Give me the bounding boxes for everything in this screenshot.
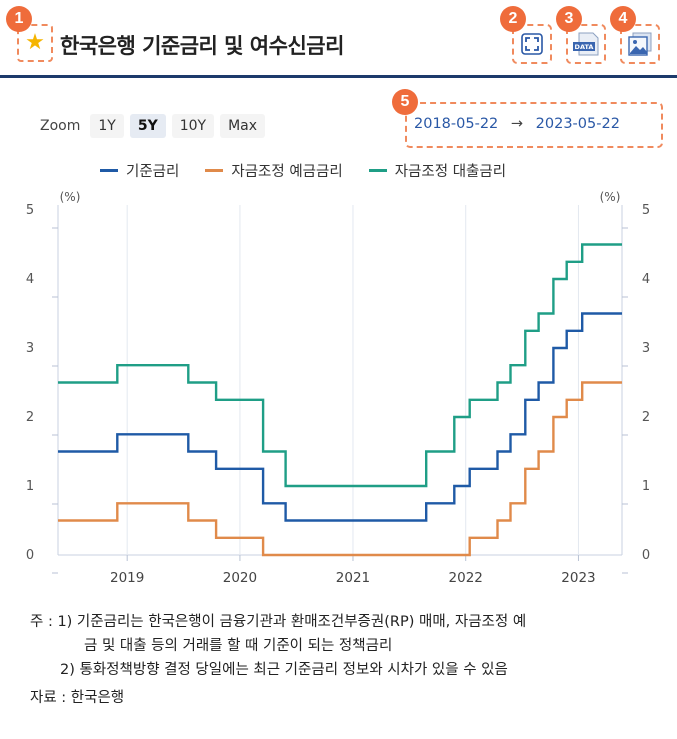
zoom-controls: Zoom 1Y 5Y 10Y Max: [40, 114, 271, 138]
annotation-badge-4: 4: [610, 6, 636, 32]
legend-swatch-loan-rate: [368, 169, 387, 172]
y-tick-label-right: 0: [642, 548, 650, 563]
y-tick-label-left: 4: [26, 272, 34, 287]
y-tick-label-right: 1: [642, 479, 650, 494]
y-tick-label-right: 2: [642, 410, 650, 425]
annotation-badge-2: 2: [500, 6, 526, 32]
chart-header: ★ 1 한국은행 기준금리 및 여수신금리 2 DATA 3 4: [0, 0, 677, 80]
series-line-deposit-rate: [58, 381, 622, 557]
data-download-icon: DATA: [573, 32, 599, 56]
data-download-button[interactable]: DATA: [566, 24, 606, 64]
legend-label-loan-rate: 자금조정 대출금리: [394, 164, 507, 180]
footnotes: 주 : 1) 기준금리는 한국은행이 금융기관과 환매조건부증권(RP) 매매,…: [30, 610, 660, 710]
note-1: 주 : 1) 기준금리는 한국은행이 금융기관과 환매조건부증권(RP) 매매,…: [30, 614, 527, 630]
y-tick-label-left: 3: [26, 341, 34, 356]
series-line-base-rate: [58, 312, 622, 522]
zoom-5y-button[interactable]: 5Y: [129, 114, 166, 138]
series-line-loan-rate: [58, 243, 622, 488]
date-start-input[interactable]: 2018-05-22: [414, 116, 499, 132]
rate-chart: 0 0 1 1 2 2 3 3 4 4 5 5 (%) (%) 2019 2020 2021 2022 2023: [26, 190, 650, 586]
note-1-cont: 금 및 대출 등의 거래를 할 때 기준이 되는 정책금리: [84, 638, 393, 654]
data-icon-label: DATA: [575, 43, 594, 51]
legend-item-loan-rate[interactable]: 자금조정 대출금리: [368, 160, 507, 181]
star-icon: ★: [25, 30, 45, 55]
y-unit-left: (%): [60, 190, 81, 204]
legend-swatch-deposit-rate: [205, 169, 224, 172]
legend-label-deposit-rate: 자금조정 예금금리: [231, 164, 343, 180]
date-end-input[interactable]: 2023-05-22: [535, 116, 620, 132]
x-tick-label: 2020: [223, 570, 257, 586]
zoom-max-button[interactable]: Max: [220, 114, 266, 138]
image-download-icon: [628, 32, 652, 56]
y-tick-label-left: 2: [26, 410, 34, 425]
annotation-badge-3: 3: [556, 6, 582, 32]
zoom-1y-button[interactable]: 1Y: [90, 114, 124, 138]
y-tick-label-right: 5: [642, 203, 650, 218]
legend-item-deposit-rate[interactable]: 자금조정 예금금리: [205, 160, 343, 181]
y-tick-label-right: 4: [642, 272, 650, 287]
legend-label-base-rate: 기준금리: [126, 164, 180, 180]
y-unit-right: (%): [600, 190, 621, 204]
legend-item-base-rate[interactable]: 기준금리: [100, 160, 179, 181]
legend-swatch-base-rate: [100, 169, 118, 172]
image-download-button[interactable]: [620, 24, 660, 64]
x-tick-label: 2022: [449, 570, 483, 586]
chart-legend: 기준금리 자금조정 예금금리 자금조정 대출금리: [100, 160, 532, 181]
y-tick-label-left: 5: [26, 203, 34, 218]
x-tick-label: 2023: [561, 570, 595, 586]
y-tick-label-left: 1: [26, 479, 34, 494]
fullscreen-icon: [521, 33, 543, 55]
x-tick-label: 2019: [110, 570, 144, 586]
date-range-box: [405, 102, 663, 148]
zoom-label: Zoom: [40, 118, 81, 134]
header-divider: [0, 75, 677, 78]
y-tick-label-right: 3: [642, 341, 650, 356]
page-title: 한국은행 기준금리 및 여수신금리: [60, 34, 344, 58]
date-arrow: →: [510, 116, 524, 132]
source-note: 자료 : 한국은행: [30, 690, 125, 706]
annotation-badge-5: 5: [392, 89, 418, 115]
zoom-10y-button[interactable]: 10Y: [171, 114, 215, 138]
date-range: 2018-05-22 → 2023-05-22: [414, 116, 620, 132]
favorite-button[interactable]: ★: [17, 24, 53, 62]
x-tick-label: 2021: [336, 570, 370, 586]
y-tick-label-left: 0: [26, 548, 34, 563]
annotation-badge-1: 1: [6, 6, 32, 32]
note-2: 2) 통화정책방향 결정 당일에는 최근 기준금리 정보와 시차가 있을 수 있…: [60, 662, 508, 678]
fullscreen-button[interactable]: [512, 24, 552, 64]
